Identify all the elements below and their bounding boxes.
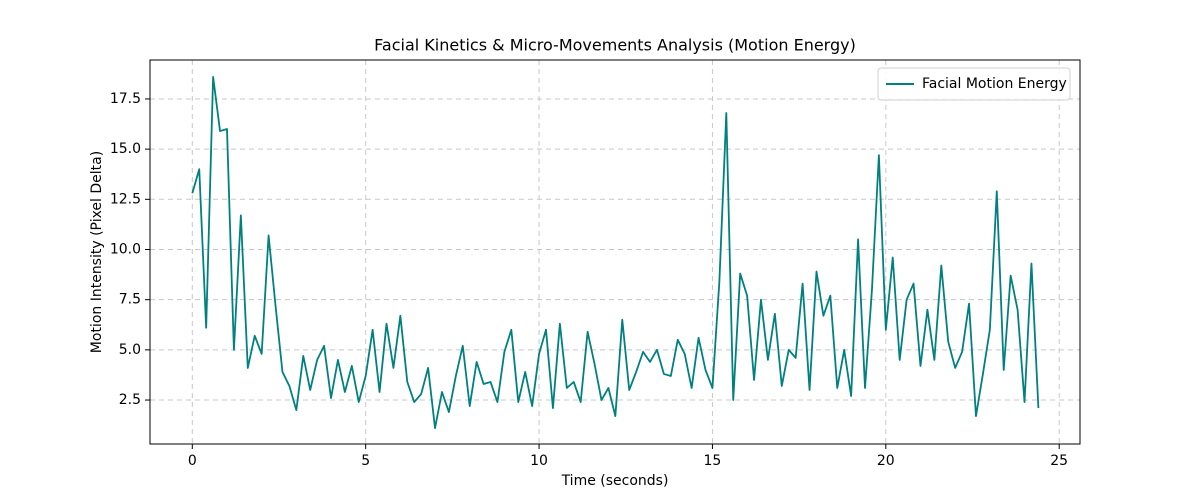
y-axis-label: Motion Intensity (Pixel Delta) (89, 151, 105, 353)
y-tick-label: 5.0 (119, 342, 141, 358)
y-tick-label: 12.5 (110, 191, 141, 207)
x-tick-label: 0 (188, 453, 197, 469)
x-tick-label: 10 (530, 453, 548, 469)
legend: Facial Motion Energy (877, 67, 1071, 101)
y-tick-label: 7.5 (119, 292, 141, 308)
y-tick-label: 2.5 (119, 392, 141, 408)
y-tick-label: 10.0 (110, 241, 141, 257)
y-tick-label: 17.5 (110, 91, 141, 107)
x-tick-label: 5 (361, 453, 370, 469)
x-axis-label: Time (seconds) (561, 473, 669, 489)
legend-label: Facial Motion Energy (922, 76, 1067, 92)
x-tick-label: 15 (704, 453, 722, 469)
plot-frame (149, 59, 1081, 445)
x-tick-label: 20 (877, 453, 895, 469)
x-tick-label: 25 (1050, 453, 1068, 469)
chart-title: Facial Kinetics & Micro-Movements Analys… (374, 36, 856, 55)
data-line (191, 75, 1040, 430)
y-tick-label: 15.0 (110, 141, 141, 157)
legend-box (877, 67, 1071, 101)
